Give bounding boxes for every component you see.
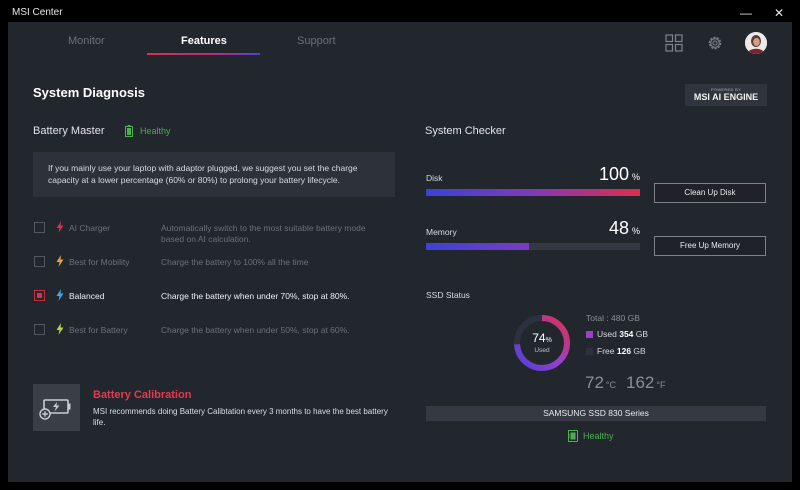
checkbox[interactable] [34, 324, 45, 335]
ai-engine-badge: POWERED BY MSI AI ENGINE [685, 84, 767, 106]
lightning-icon [56, 289, 64, 301]
ssd-used-legend: Used 354 GB [586, 329, 648, 339]
mode-description: Charge the battery to 100% all the time [161, 257, 309, 267]
memory-usage-bar [426, 243, 640, 250]
drive-health-icon [568, 430, 578, 442]
battery-info-text: If you mainly use your laptop with adapt… [48, 163, 358, 185]
ssd-total: Total : 480 GB [586, 313, 640, 323]
mode-label: Balanced [69, 291, 105, 301]
free-up-memory-button[interactable]: Free Up Memory [654, 236, 766, 256]
mode-best-for-battery[interactable]: Best for Battery Charge the battery when… [33, 323, 395, 352]
active-tab-indicator [147, 53, 260, 55]
mode-ai-charger[interactable]: AI Charger Automatically switch to the m… [33, 221, 395, 250]
disk-label: Disk [426, 173, 443, 183]
app-title: MSI Center [12, 7, 63, 18]
used-swatch [586, 331, 593, 338]
battery-health-label: Healthy [140, 126, 171, 136]
bottom-edge [0, 482, 800, 490]
tab-support[interactable]: Support [297, 35, 336, 47]
mode-balanced[interactable]: Balanced Charge the battery when under 7… [33, 289, 395, 318]
close-button[interactable]: ✕ [773, 6, 785, 20]
mode-description: Automatically switch to the most suitabl… [161, 223, 366, 244]
disk-usage-fill [426, 189, 640, 196]
battery-calibration-icon [33, 384, 80, 431]
ai-powered-text: POWERED BY [710, 87, 742, 92]
checkbox-checked[interactable] [34, 290, 45, 301]
ssd-free-legend: Free 126 GB [586, 346, 646, 356]
mode-label: AI Charger [69, 223, 111, 233]
title-bar: MSI Center — ✕ [0, 0, 800, 26]
gear-icon[interactable] [706, 34, 724, 52]
clean-up-disk-button[interactable]: Clean Up Disk [654, 183, 766, 203]
checkbox[interactable] [34, 256, 45, 267]
system-checker-heading: System Checker [425, 125, 506, 137]
page-title: System Diagnosis [33, 85, 145, 100]
battery-calibration-description: MSI recommends doing Battery Calibtation… [93, 407, 388, 427]
lightning-icon [56, 255, 64, 267]
ssd-used-caption: Used [534, 347, 550, 354]
disk-value: 100% [598, 164, 640, 184]
free-swatch [586, 348, 593, 355]
ai-engine-text: MSI AI ENGINE [693, 92, 759, 102]
mode-description: Charge the battery when under 50%, stop … [161, 325, 350, 335]
lightning-icon [56, 323, 64, 335]
ssd-temp-fahrenheit: 162 °F [626, 373, 666, 392]
memory-label: Memory [426, 227, 457, 237]
ssd-used-arc [514, 315, 570, 371]
ssd-model: SAMSUNG SSD 830 Series [426, 406, 766, 421]
grid-icon[interactable] [665, 34, 683, 52]
main-tabs: Monitor Features Support [8, 22, 792, 58]
mode-label: Best for Mobility [69, 257, 130, 267]
lightning-icon [56, 221, 64, 233]
mode-description: Charge the battery when under 70%, stop … [161, 291, 350, 301]
mode-best-for-mobility[interactable]: Best for Mobility Charge the battery to … [33, 255, 395, 284]
battery-info-box: If you mainly use your laptop with adapt… [33, 152, 395, 197]
memory-value: 48% [608, 218, 640, 238]
user-avatar[interactable] [745, 32, 767, 54]
tab-monitor[interactable]: Monitor [68, 35, 105, 47]
battery-calibration-title[interactable]: Battery Calibration [93, 389, 192, 401]
tab-features[interactable]: Features [181, 35, 227, 47]
battery-master-heading: Battery Master [33, 125, 105, 137]
minimize-button[interactable]: — [740, 6, 752, 20]
battery-icon [125, 125, 133, 137]
memory-usage-fill [426, 243, 529, 250]
ssd-status-heading: SSD Status [426, 290, 470, 300]
ssd-used-percent: 74% [532, 331, 552, 345]
checkbox[interactable] [34, 222, 45, 233]
ssd-usage-donut [514, 315, 570, 371]
mode-label: Best for Battery [69, 325, 128, 335]
ssd-health-label: Healthy [583, 431, 614, 441]
ssd-temp-celsius: 72 °C [585, 373, 617, 392]
disk-usage-bar [426, 189, 640, 196]
app-window: Monitor Features Support System Diagnosi… [8, 22, 792, 482]
